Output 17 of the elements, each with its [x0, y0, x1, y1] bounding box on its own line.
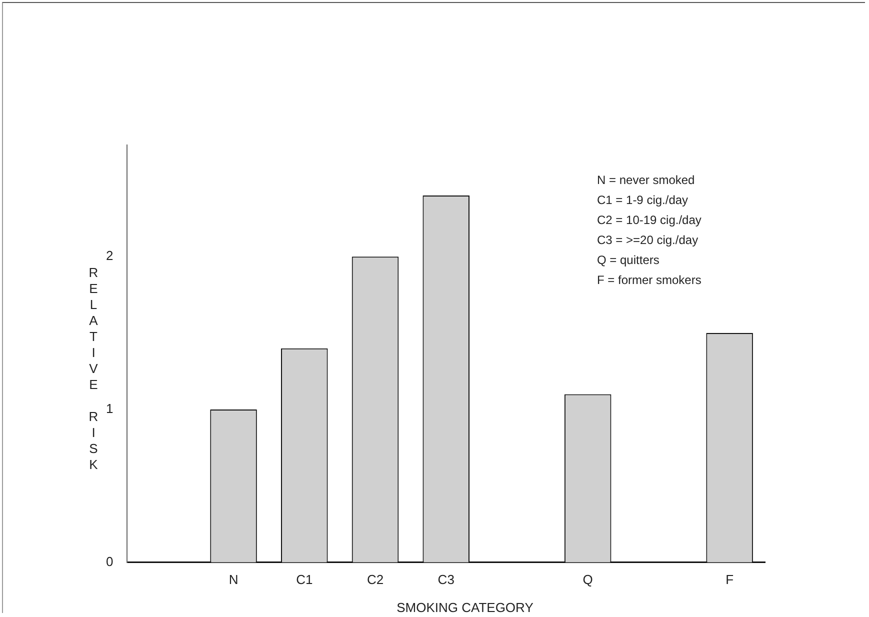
y-tick-label: 1: [106, 401, 114, 416]
x-tick-label: F: [726, 572, 734, 587]
annotation: N = never smoked: [597, 172, 696, 189]
annotation: F = former smokers: [597, 272, 702, 289]
annotation: Q = quitters: [597, 252, 660, 269]
x-tick-label: C3: [438, 572, 454, 587]
annotation: C3 = >=20 cig./day: [597, 232, 700, 249]
y-tick-label: 0: [106, 554, 114, 569]
x-tick-label: C1: [296, 572, 313, 587]
x-tick-label: N: [228, 572, 238, 587]
x-tick-label: C2: [366, 572, 384, 587]
x-axis-title: SMOKING CATEGORY: [396, 600, 534, 615]
x-tick-label: Q: [582, 572, 593, 587]
annotation: C2 = 10-19 cig./day: [597, 212, 702, 229]
y-axis-title: RELATIVE RISK: [86, 265, 101, 473]
annotation: C1 = 1-9 cig./day: [597, 192, 690, 209]
y-tick-label: 2: [106, 248, 114, 264]
